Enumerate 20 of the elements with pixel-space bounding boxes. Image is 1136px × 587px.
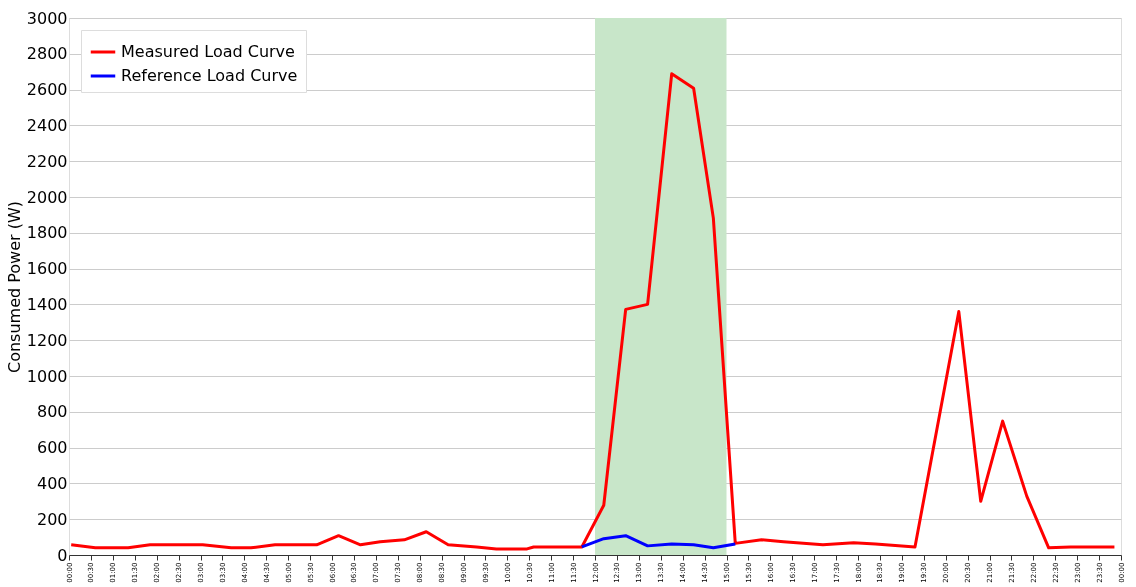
- line-series: [580, 534, 737, 550]
- y-tick-label: 2400: [26, 115, 68, 135]
- y-tick-label: 1600: [26, 259, 68, 279]
- y-tick-label: 3000: [26, 8, 68, 28]
- y-tick-label: 0: [57, 545, 68, 565]
- y-tick-label: 1400: [26, 294, 68, 314]
- y-tick-label: 2600: [26, 80, 68, 100]
- y-axis-title: Consumed Power (W): [4, 200, 24, 374]
- y-tick-label: 1800: [26, 223, 68, 243]
- y-tick-label: 2000: [26, 187, 68, 207]
- y-tick-label: 1200: [26, 330, 68, 350]
- y-tick-label: 2800: [26, 44, 68, 64]
- y-tick-label: 400: [36, 473, 68, 493]
- y-tick-label: 600: [36, 438, 68, 458]
- y-tick-label: 800: [36, 402, 68, 422]
- y-tick-label: 2200: [26, 151, 68, 171]
- legend-label: Reference Load Curve: [121, 66, 298, 85]
- y-tick-label: 1000: [26, 366, 68, 386]
- y-tick-label: 200: [36, 509, 68, 529]
- legend-label: Measured Load Curve: [121, 42, 295, 61]
